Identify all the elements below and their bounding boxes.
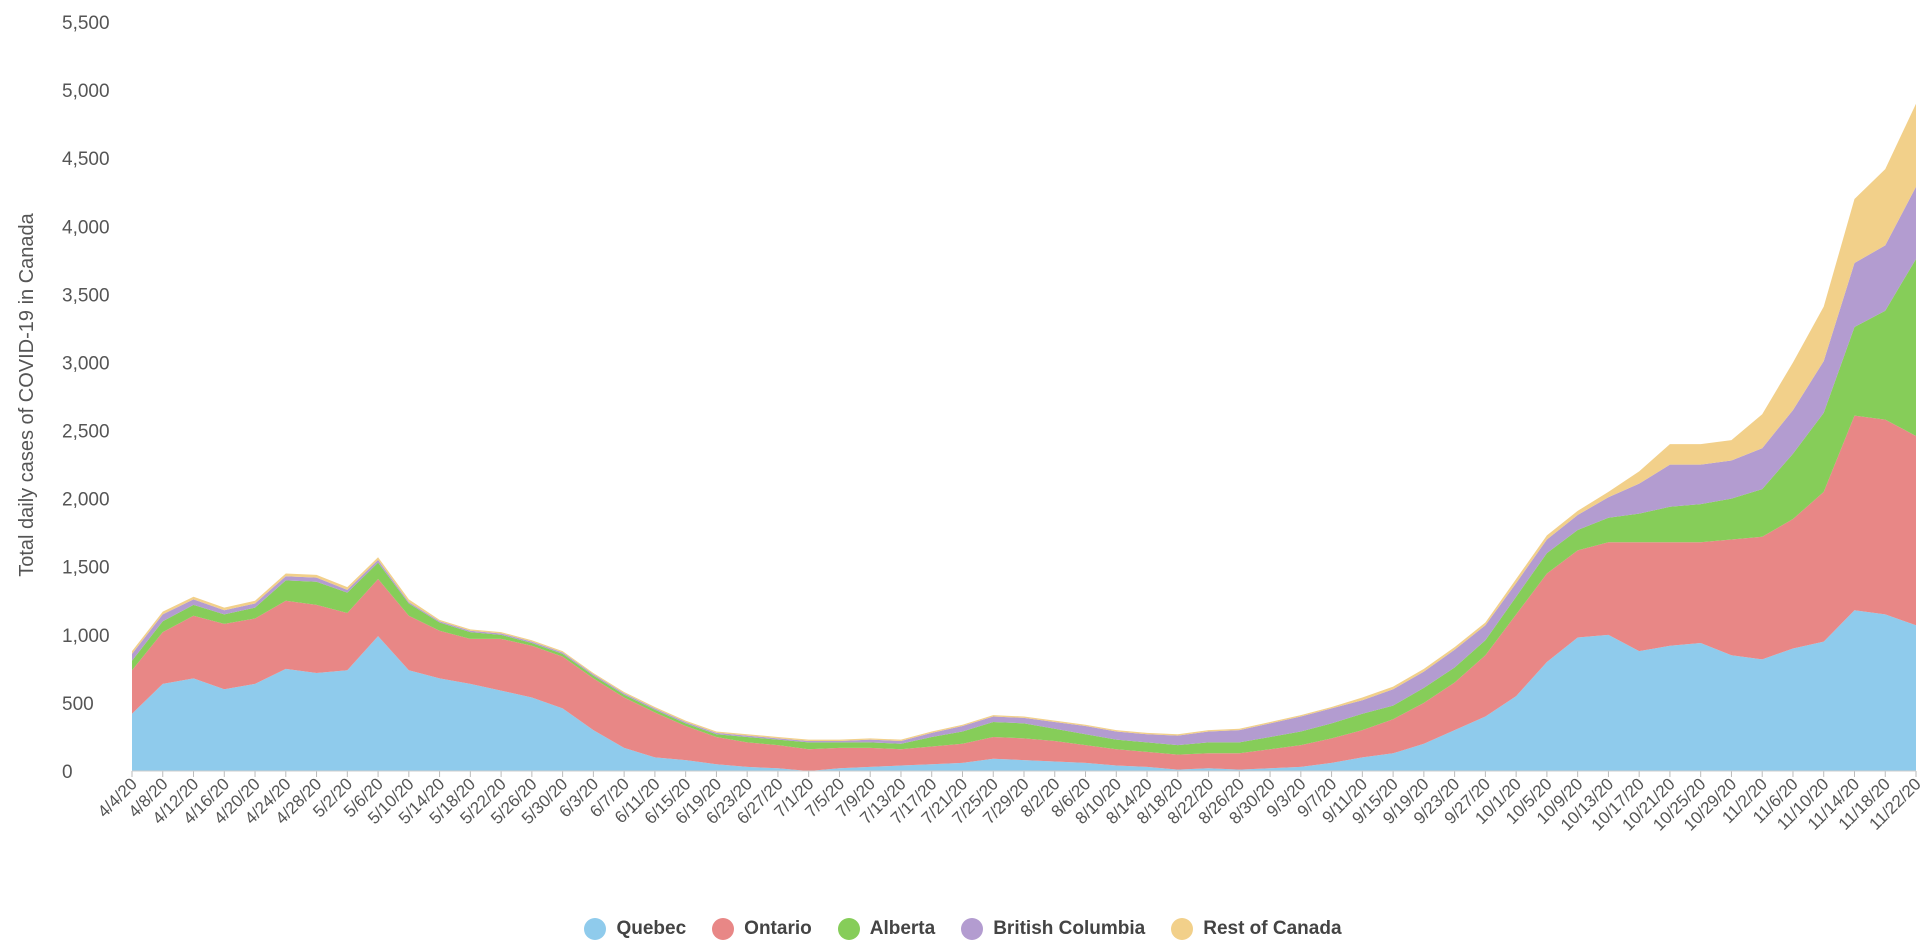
y-tick-label: 2,500 <box>62 422 110 443</box>
y-tick-label: 3,500 <box>62 285 110 306</box>
legend-label: Quebec <box>616 918 687 939</box>
legend-label: Rest of Canada <box>1203 918 1342 939</box>
y-tick-label: 1,500 <box>62 558 110 579</box>
area-ontario <box>132 415 1916 771</box>
legend-swatch <box>584 918 607 940</box>
legend: Quebec Ontario Alberta British Columbia Rest… <box>0 918 1926 940</box>
legend-label: British Columbia <box>993 918 1146 939</box>
legend-label: Ontario <box>744 918 812 939</box>
legend-item-british-columbia: British Columbia <box>961 918 1145 940</box>
y-tick-label: 5,000 <box>62 81 110 102</box>
stacked-area-chart: 0 500 1,000 1,500 2,000 2,500 3,000 3,500 4,000 4… <box>16 13 1925 835</box>
area-quebec <box>132 610 1916 771</box>
legend-item-rest-of-canada: Rest of Canada <box>1171 918 1342 940</box>
y-tick-label: 2,000 <box>62 490 110 511</box>
y-axis-label: Total daily cases of COVID-19 in Canada <box>16 212 38 576</box>
series-areas <box>132 103 1916 771</box>
y-tick-label: 500 <box>62 694 94 715</box>
legend-swatch <box>837 918 860 940</box>
legend-item-alberta: Alberta <box>837 918 936 940</box>
y-tick-label: 0 <box>62 762 73 783</box>
y-tick-label: 4,000 <box>62 217 110 238</box>
y-tick-label: 5,500 <box>62 13 110 34</box>
y-tick-label: 1,000 <box>62 626 110 647</box>
y-tick-label: 4,500 <box>62 149 110 170</box>
legend-swatch <box>712 918 735 940</box>
legend-item-ontario: Ontario <box>712 918 812 940</box>
y-tick-label: 3,000 <box>62 353 110 374</box>
y-axis-ticks: 0 500 1,000 1,500 2,000 2,500 3,000 3,500 4,000 4… <box>62 13 110 783</box>
legend-swatch <box>1171 918 1194 940</box>
legend-item-quebec: Quebec <box>584 918 686 940</box>
x-axis-ticks: 4/4/204/8/204/12/204/16/204/20/204/24/20… <box>94 771 1925 835</box>
legend-swatch <box>961 918 984 940</box>
legend-label: Alberta <box>869 918 936 939</box>
